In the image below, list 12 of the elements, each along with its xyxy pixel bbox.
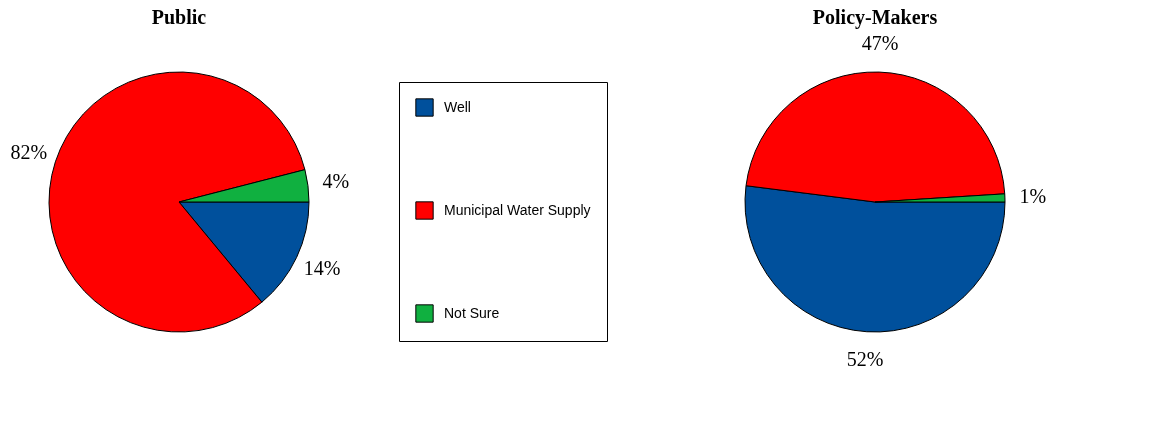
data-label: 4% [322, 170, 350, 193]
data-label: 14% [303, 257, 341, 280]
legend-label: Well [444, 98, 471, 115]
data-label: 52% [846, 347, 884, 370]
legend-label: Municipal Water Supply [444, 201, 591, 218]
data-label: 82% [10, 141, 48, 164]
legend-label: Not Sure [444, 304, 500, 321]
pie-slice [48, 71, 306, 333]
data-label: 47% [861, 32, 899, 55]
chart-title: Public [151, 6, 207, 28]
data-label: 1% [1019, 185, 1047, 208]
chart-title: Policy-Makers [812, 6, 938, 29]
